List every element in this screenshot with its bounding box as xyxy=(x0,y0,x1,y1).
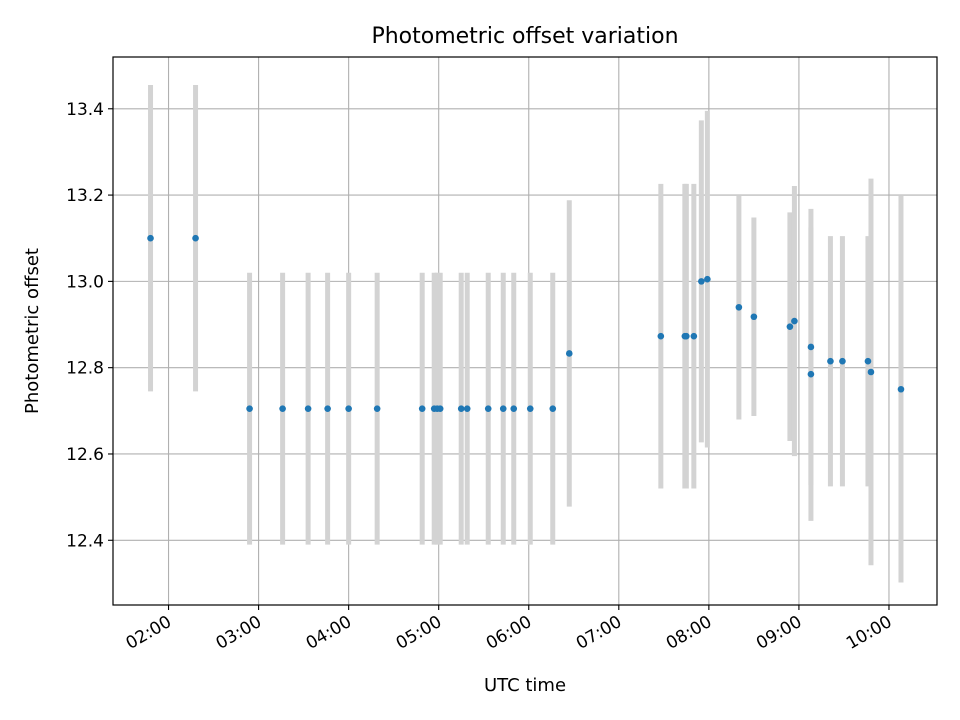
y-tick-label: 13.4 xyxy=(66,100,104,120)
x-tick-label: 03:00 xyxy=(213,612,265,654)
data-point xyxy=(279,405,286,412)
data-point xyxy=(499,405,507,412)
x-tick-label: 07:00 xyxy=(573,612,625,654)
x-tick-label: 06:00 xyxy=(483,612,535,654)
data-point xyxy=(418,405,426,412)
y-tick-label: 12.4 xyxy=(66,531,104,551)
data-point xyxy=(786,323,794,330)
error-bars xyxy=(148,85,904,583)
x-axis-label: UTC time xyxy=(484,675,566,696)
data-point xyxy=(698,278,705,285)
data-point xyxy=(704,275,711,283)
x-tick-label: 08:00 xyxy=(663,612,715,654)
data-point xyxy=(867,368,875,376)
data-point xyxy=(147,234,154,242)
data-point xyxy=(345,405,352,412)
data-point xyxy=(750,313,758,321)
data-point xyxy=(839,357,846,365)
x-tick-label: 09:00 xyxy=(753,612,805,654)
data-point xyxy=(690,332,698,340)
data-point xyxy=(897,385,905,393)
x-tick-label: 10:00 xyxy=(843,612,895,654)
data-point xyxy=(735,303,743,311)
x-tick-label: 05:00 xyxy=(393,612,445,654)
data-point xyxy=(827,357,834,365)
y-axis-label: Photometric offset xyxy=(22,248,43,414)
y-tick-label: 12.8 xyxy=(66,359,104,379)
y-tick-label: 13.0 xyxy=(66,272,104,292)
data-point xyxy=(510,405,518,412)
data-point xyxy=(463,405,471,412)
chart-title: Photometric offset variation xyxy=(371,24,678,49)
data-point xyxy=(246,405,253,412)
x-tick-label: 04:00 xyxy=(303,612,355,654)
data-point xyxy=(304,405,312,412)
data-point xyxy=(324,405,331,412)
data-point xyxy=(373,405,381,412)
data-point xyxy=(526,405,534,412)
data-point xyxy=(457,405,465,412)
data-point xyxy=(807,370,815,378)
plot-frame xyxy=(112,56,938,606)
data-point xyxy=(436,405,444,412)
data-points xyxy=(147,234,905,412)
data-point xyxy=(807,343,815,351)
y-tick-label: 13.2 xyxy=(66,186,104,206)
axis-ticks: 02:00 03:00 04:00 05:00 06:00 07:00 08:00 09:00… xyxy=(66,100,895,654)
data-point xyxy=(192,234,199,242)
data-point xyxy=(549,405,557,412)
y-tick-label: 12.6 xyxy=(66,445,104,465)
data-point xyxy=(565,350,573,357)
data-point xyxy=(683,332,690,340)
data-point xyxy=(791,317,798,325)
data-point xyxy=(657,332,665,340)
data-point xyxy=(484,405,492,412)
x-tick-label: 02:00 xyxy=(123,612,175,654)
data-point xyxy=(864,357,872,365)
